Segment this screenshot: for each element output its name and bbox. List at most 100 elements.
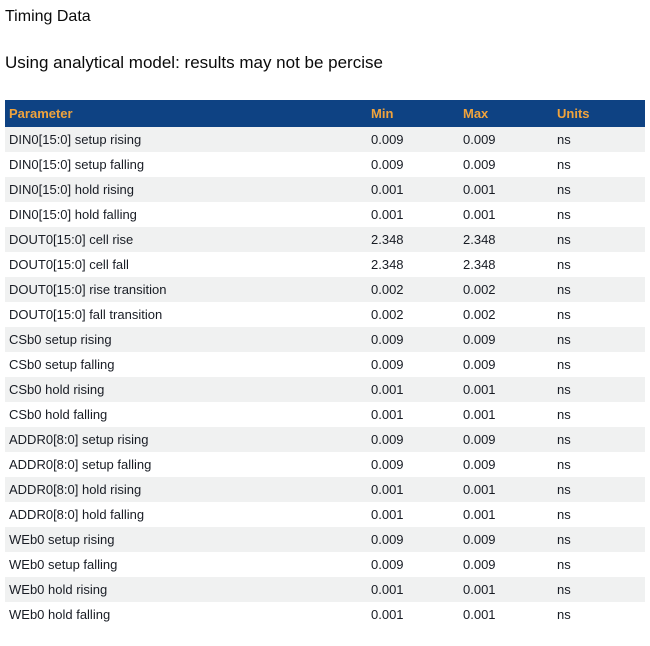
cell-units: ns <box>557 132 571 147</box>
table-header-row: Parameter Min Max Units <box>5 100 645 127</box>
table-row: DIN0[15:0] setup falling 0.009 0.009 ns <box>5 152 645 177</box>
cell-parameter: WEb0 hold falling <box>9 607 111 622</box>
table-row: DIN0[15:0] setup rising 0.009 0.009 ns <box>5 127 645 152</box>
cell-max: 0.001 <box>463 607 496 622</box>
col-header-parameter: Parameter <box>5 100 367 127</box>
cell-max: 0.009 <box>463 332 496 347</box>
table-row: DOUT0[15:0] cell rise 2.348 2.348 ns <box>5 227 645 252</box>
cell-max: 0.009 <box>463 457 496 472</box>
cell-parameter: DIN0[15:0] setup falling <box>9 157 145 172</box>
cell-min: 0.001 <box>371 507 404 522</box>
cell-max: 0.001 <box>463 407 496 422</box>
cell-units: ns <box>557 232 571 247</box>
cell-min: 2.348 <box>371 257 404 272</box>
cell-units: ns <box>557 557 571 572</box>
cell-min: 0.001 <box>371 182 404 197</box>
cell-units: ns <box>557 532 571 547</box>
cell-units: ns <box>557 257 571 272</box>
table-row: WEb0 hold rising 0.001 0.001 ns <box>5 577 645 602</box>
cell-parameter: ADDR0[8:0] hold rising <box>9 482 142 497</box>
cell-min: 0.009 <box>371 557 404 572</box>
table-row: WEb0 hold falling 0.001 0.001 ns <box>5 602 645 627</box>
cell-parameter: WEb0 setup falling <box>9 557 118 572</box>
table-row: DOUT0[15:0] fall transition 0.002 0.002 ns <box>5 302 645 327</box>
cell-min: 0.001 <box>371 482 404 497</box>
cell-units: ns <box>557 607 571 622</box>
cell-units: ns <box>557 507 571 522</box>
table-row: DOUT0[15:0] cell fall 2.348 2.348 ns <box>5 252 645 277</box>
cell-max: 0.001 <box>463 582 496 597</box>
cell-units: ns <box>557 482 571 497</box>
cell-min: 0.001 <box>371 382 404 397</box>
page-subtitle: Using analytical model: results may not … <box>5 53 383 72</box>
col-header-min: Min <box>367 100 459 127</box>
cell-max: 2.348 <box>463 257 496 272</box>
cell-units: ns <box>557 407 571 422</box>
cell-units: ns <box>557 182 571 197</box>
col-header-max: Max <box>459 100 553 127</box>
cell-parameter: DOUT0[15:0] fall transition <box>9 307 163 322</box>
cell-min: 0.009 <box>371 157 404 172</box>
cell-min: 0.001 <box>371 407 404 422</box>
cell-max: 0.002 <box>463 282 496 297</box>
cell-min: 0.009 <box>371 432 404 447</box>
cell-parameter: DIN0[15:0] hold rising <box>9 182 135 197</box>
cell-units: ns <box>557 157 571 172</box>
cell-min: 0.009 <box>371 132 404 147</box>
cell-max: 0.001 <box>463 507 496 522</box>
table-row: DIN0[15:0] hold rising 0.001 0.001 ns <box>5 177 645 202</box>
table-row: CSb0 setup rising 0.009 0.009 ns <box>5 327 645 352</box>
table-row: CSb0 hold rising 0.001 0.001 ns <box>5 377 645 402</box>
cell-max: 0.001 <box>463 207 496 222</box>
cell-parameter: WEb0 hold rising <box>9 582 108 597</box>
cell-max: 2.348 <box>463 232 496 247</box>
cell-units: ns <box>557 282 571 297</box>
cell-parameter: DOUT0[15:0] rise transition <box>9 282 167 297</box>
cell-parameter: ADDR0[8:0] hold falling <box>9 507 145 522</box>
cell-units: ns <box>557 207 571 222</box>
cell-max: 0.001 <box>463 382 496 397</box>
cell-min: 0.002 <box>371 282 404 297</box>
cell-units: ns <box>557 457 571 472</box>
cell-max: 0.009 <box>463 557 496 572</box>
cell-max: 0.009 <box>463 157 496 172</box>
table-row: ADDR0[8:0] setup rising 0.009 0.009 ns <box>5 427 645 452</box>
table-row: ADDR0[8:0] hold falling 0.001 0.001 ns <box>5 502 645 527</box>
cell-parameter: CSb0 hold rising <box>9 382 105 397</box>
cell-min: 0.002 <box>371 307 404 322</box>
cell-parameter: WEb0 setup rising <box>9 532 115 547</box>
table-row: ADDR0[8:0] setup falling 0.009 0.009 ns <box>5 452 645 477</box>
cell-parameter: DOUT0[15:0] cell fall <box>9 257 129 272</box>
cell-max: 0.009 <box>463 532 496 547</box>
table-body: DIN0[15:0] setup rising 0.009 0.009 ns DIN0[… <box>5 127 645 627</box>
table-row: ADDR0[8:0] hold rising 0.001 0.001 ns <box>5 477 645 502</box>
cell-min: 2.348 <box>371 232 404 247</box>
cell-min: 0.009 <box>371 532 404 547</box>
page-title: Timing Data <box>5 8 91 25</box>
cell-units: ns <box>557 332 571 347</box>
table-row: CSb0 hold falling 0.001 0.001 ns <box>5 402 645 427</box>
cell-units: ns <box>557 357 571 372</box>
table-row: CSb0 setup falling 0.009 0.009 ns <box>5 352 645 377</box>
cell-max: 0.009 <box>463 357 496 372</box>
cell-min: 0.001 <box>371 582 404 597</box>
table-row: DOUT0[15:0] rise transition 0.002 0.002 ns <box>5 277 645 302</box>
cell-parameter: DIN0[15:0] setup rising <box>9 132 142 147</box>
timing-table: Parameter Min Max Units DIN0[15:0] setup… <box>5 100 645 627</box>
cell-max: 0.009 <box>463 132 496 147</box>
cell-parameter: CSb0 hold falling <box>9 407 108 422</box>
cell-min: 0.009 <box>371 332 404 347</box>
cell-units: ns <box>557 307 571 322</box>
cell-parameter: CSb0 setup rising <box>9 332 112 347</box>
cell-min: 0.001 <box>371 607 404 622</box>
table-row: WEb0 setup rising 0.009 0.009 ns <box>5 527 645 552</box>
cell-min: 0.001 <box>371 207 404 222</box>
cell-parameter: DIN0[15:0] hold falling <box>9 207 137 222</box>
cell-min: 0.009 <box>371 357 404 372</box>
cell-parameter: DOUT0[15:0] cell rise <box>9 232 134 247</box>
cell-units: ns <box>557 432 571 447</box>
cell-max: 0.001 <box>463 482 496 497</box>
cell-max: 0.002 <box>463 307 496 322</box>
table-row: DIN0[15:0] hold falling 0.001 0.001 ns <box>5 202 645 227</box>
